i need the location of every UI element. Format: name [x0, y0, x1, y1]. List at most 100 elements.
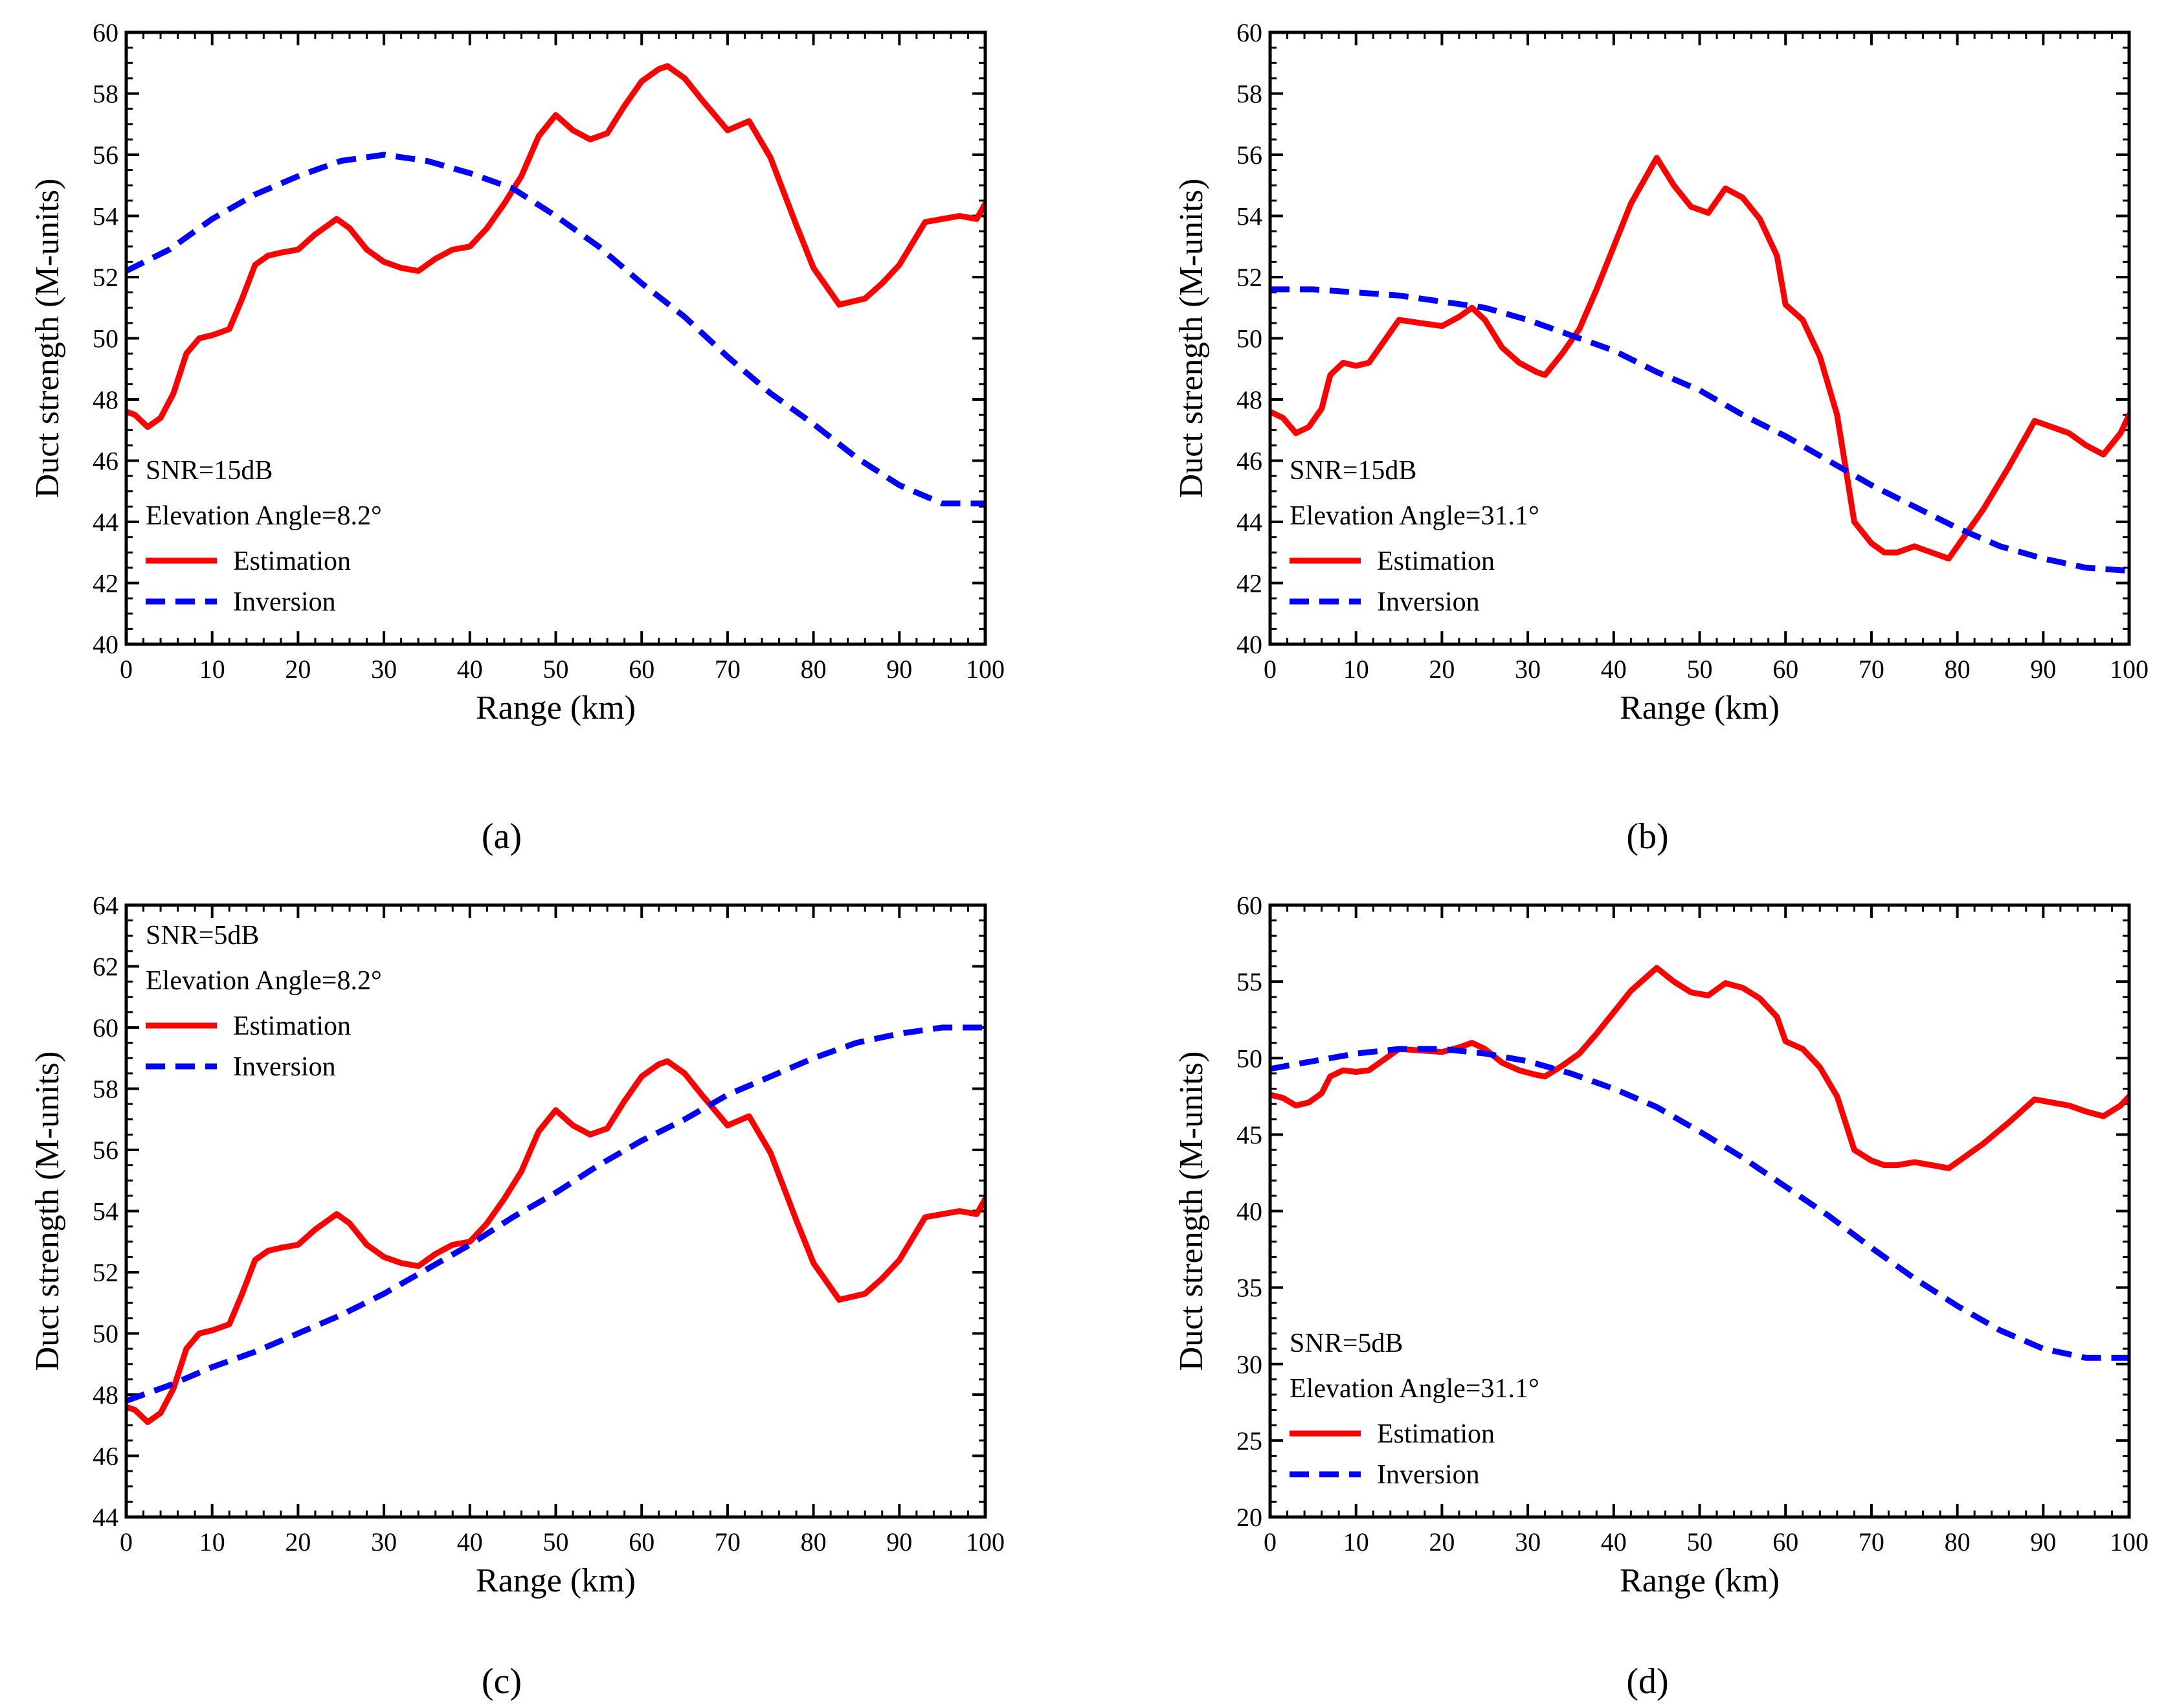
x-tick-label: 30	[371, 1527, 397, 1556]
y-tick-label: 20	[1236, 1503, 1262, 1532]
chart-panel-c: 0 10 20 30 40 50 60 70 80 90 100 44 46 48 50 52 54 56 58 60…	[29, 891, 1005, 1702]
chart-panel-d: 0 10 20 30 40 50 60 70 80 90 100 20 25 30 35 40 45 50 55 60…	[1173, 891, 2149, 1702]
x-tick-label: 30	[1515, 655, 1541, 684]
x-axis-title: Range (km)	[476, 690, 636, 726]
x-tick-label: 100	[2110, 655, 2149, 684]
x-tick-label: 50	[1687, 1527, 1713, 1556]
x-tick-label: 30	[1515, 1527, 1541, 1556]
x-axis-title: Range (km)	[476, 1562, 636, 1599]
y-tick-label: 44	[93, 508, 118, 537]
x-tick-label: 90	[2030, 1527, 2056, 1556]
y-tick-label: 50	[1236, 1044, 1262, 1073]
legend-label-inversion: Inversion	[233, 587, 336, 617]
x-tick-label: 100	[966, 655, 1005, 684]
annotation-text: Elevation Angle=31.1°	[1290, 1374, 1539, 1404]
legend-label-inversion: Inversion	[1377, 587, 1480, 617]
x-tick-label: 20	[1429, 1527, 1455, 1556]
annotation-text: Elevation Angle=8.2°	[146, 966, 382, 996]
x-tick-label: 10	[1343, 655, 1369, 684]
x-tick-label: 30	[371, 655, 397, 684]
y-tick-label: 42	[1236, 569, 1262, 598]
x-tick-label: 40	[457, 1527, 483, 1556]
x-tick-label: 60	[1772, 1527, 1798, 1556]
y-tick-label: 60	[1236, 18, 1262, 47]
y-tick-label: 35	[1236, 1274, 1262, 1303]
x-tick-label: 100	[2110, 1527, 2149, 1556]
y-tick-label: 50	[93, 324, 118, 354]
plot-frame	[124, 903, 987, 1519]
x-tick-label: 20	[1429, 655, 1455, 684]
series-line-inversion	[126, 1024, 985, 1404]
y-tick-label: 40	[1236, 1197, 1262, 1226]
y-tick-label: 54	[93, 202, 118, 231]
x-tick-label: 0	[1264, 655, 1277, 684]
y-tick-label: 46	[93, 1442, 118, 1471]
y-tick-label: 60	[1236, 891, 1262, 920]
y-tick-label: 25	[1236, 1426, 1262, 1455]
y-axis-title: Duct strength (M-units)	[29, 1051, 66, 1371]
chart-panel-a: 0 10 20 30 40 50 60 70 80 90 100 40 42 44 46 48 50 52 54 56…	[29, 18, 1005, 857]
y-tick-label: 60	[93, 1013, 118, 1042]
x-tick-label: 70	[1859, 1527, 1884, 1556]
y-tick-label: 45	[1236, 1120, 1262, 1149]
y-tick-label: 42	[93, 569, 118, 598]
series-line-estimation	[1270, 965, 2129, 1171]
x-tick-label: 70	[1859, 655, 1884, 684]
x-tick-label: 20	[285, 655, 311, 684]
y-tick-label: 52	[93, 1258, 118, 1287]
x-tick-label: 0	[120, 655, 133, 684]
annotation-text: Elevation Angle=31.1°	[1290, 501, 1539, 531]
legend-label-estimation: Estimation	[1377, 546, 1495, 576]
legend-label-estimation: Estimation	[233, 1011, 351, 1041]
y-axis-title: Duct strength (M-units)	[1173, 179, 1210, 499]
y-tick-label: 46	[93, 447, 118, 476]
plot-frame	[124, 30, 987, 646]
x-tick-label: 90	[886, 1527, 912, 1556]
x-tick-label: 40	[457, 655, 483, 684]
x-tick-label: 10	[1343, 1527, 1369, 1556]
annotation-text: SNR=15dB	[146, 456, 273, 486]
x-axis-title: Range (km)	[1620, 690, 1780, 726]
x-tick-label: 80	[1945, 1527, 1971, 1556]
y-tick-label: 56	[93, 140, 118, 170]
y-tick-label: 54	[93, 1197, 118, 1226]
panel-label: (b)	[1626, 816, 1668, 857]
x-tick-label: 20	[285, 1527, 311, 1556]
series-line-inversion	[126, 152, 985, 507]
y-tick-label: 44	[1236, 508, 1262, 537]
y-tick-label: 52	[93, 263, 118, 292]
y-tick-label: 46	[1236, 447, 1262, 476]
panel-label: (c)	[482, 1661, 522, 1702]
legend-label-estimation: Estimation	[1377, 1419, 1495, 1449]
x-tick-label: 80	[801, 655, 827, 684]
y-tick-label: 60	[93, 18, 118, 47]
plot-frame	[1268, 30, 2131, 646]
x-tick-label: 0	[120, 1527, 133, 1556]
y-axis-title: Duct strength (M-units)	[29, 179, 66, 499]
y-tick-label: 56	[93, 1136, 118, 1165]
annotation-text: SNR=5dB	[1290, 1329, 1403, 1358]
y-tick-label: 56	[1236, 140, 1262, 170]
x-tick-label: 40	[1601, 655, 1627, 684]
y-tick-label: 48	[1236, 385, 1262, 414]
y-tick-label: 48	[93, 1380, 118, 1410]
y-tick-label: 58	[93, 80, 118, 109]
x-tick-label: 40	[1601, 1527, 1627, 1556]
annotation-text: SNR=15dB	[1290, 456, 1416, 486]
y-tick-label: 50	[93, 1320, 118, 1349]
x-tick-label: 80	[1945, 655, 1971, 684]
y-tick-label: 30	[1236, 1350, 1262, 1379]
y-tick-label: 55	[1236, 967, 1262, 996]
y-axis-title: Duct strength (M-units)	[1173, 1051, 1210, 1371]
legend-label-estimation: Estimation	[233, 546, 351, 576]
y-tick-label: 40	[93, 630, 118, 659]
x-tick-label: 0	[1264, 1527, 1277, 1556]
y-tick-label: 58	[93, 1075, 118, 1104]
x-tick-label: 60	[1772, 655, 1798, 684]
legend-label-inversion: Inversion	[233, 1052, 336, 1082]
x-tick-label: 60	[629, 655, 654, 684]
plot-frame	[1268, 903, 2131, 1519]
chart-panel-b: 0 10 20 30 40 50 60 70 80 90 100 40 42 44 46 48 50 52 54 56…	[1173, 18, 2149, 857]
y-tick-label: 58	[1236, 80, 1262, 109]
